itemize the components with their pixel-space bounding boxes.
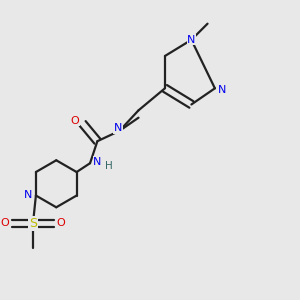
Text: S: S <box>29 217 37 230</box>
Text: O: O <box>1 218 9 228</box>
Text: O: O <box>70 116 79 126</box>
Text: H: H <box>105 160 112 171</box>
Text: O: O <box>56 218 65 228</box>
Text: N: N <box>187 35 196 45</box>
Text: N: N <box>218 85 226 95</box>
Text: N: N <box>93 157 102 167</box>
Text: N: N <box>23 190 32 200</box>
Text: N: N <box>114 123 122 133</box>
